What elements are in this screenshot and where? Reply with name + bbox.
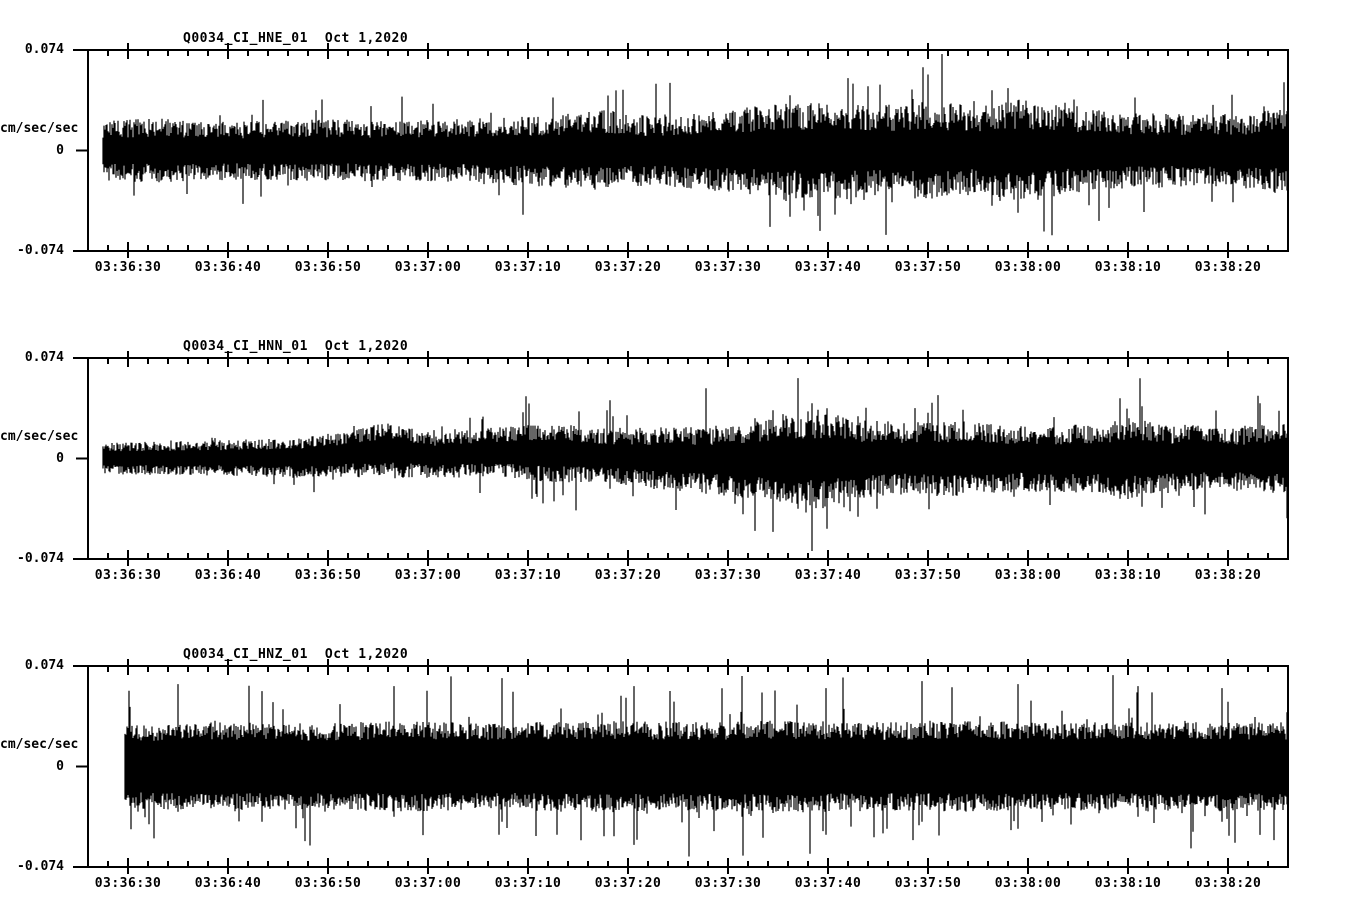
x-tick-label: 03:38:20 <box>1194 568 1262 583</box>
y-tick-label-zero: 0 <box>56 758 64 774</box>
x-tick-label: 03:38:10 <box>1094 568 1162 583</box>
x-tick-label: 03:37:50 <box>894 876 962 891</box>
x-tick-label: 03:37:10 <box>494 260 562 275</box>
x-tick-label: 03:37:10 <box>494 568 562 583</box>
date-label: Oct 1,2020 <box>324 339 409 354</box>
y-tick-label-max: 0.074 <box>24 658 64 673</box>
x-tick-label: 03:36:30 <box>94 876 162 891</box>
x-tick-label: 03:38:00 <box>994 876 1062 891</box>
waveform-canvas <box>73 43 1289 258</box>
x-tick-label: 03:37:10 <box>494 876 562 891</box>
y-tick-label-zero: 0 <box>56 450 64 466</box>
seismogram-plot-q0034_ci_hnz_01: Q0034_CI_HNZ_01 Oct 1,2020 0.074 cm/sec/sec… <box>0 647 1358 924</box>
x-tick-label: 03:37:50 <box>894 568 962 583</box>
station-channel-label: Q0034_CI_HNZ_01 <box>183 647 308 662</box>
x-tick-label: 03:37:40 <box>794 260 862 275</box>
x-tick-label: 03:37:50 <box>894 260 962 275</box>
seismogram-plot-q0034_ci_hnn_01: Q0034_CI_HNN_01 Oct 1,2020 0.074 cm/sec/sec… <box>0 339 1358 619</box>
time-axis-ticks <box>107 659 1269 874</box>
x-tick-label: 03:36:50 <box>294 260 362 275</box>
x-tick-label: 03:36:50 <box>294 876 362 891</box>
x-tick-label: 03:37:30 <box>694 260 762 275</box>
x-tick-label: 03:36:30 <box>94 260 162 275</box>
date-label: Oct 1,2020 <box>324 31 409 46</box>
x-tick-label: 03:37:20 <box>594 260 662 275</box>
x-tick-label: 03:37:00 <box>394 568 462 583</box>
seismogram-plot-q0034_ci_hne_01: Q0034_CI_HNE_01 Oct 1,2020 0.074 cm/sec/sec… <box>0 31 1358 311</box>
x-tick-label: 03:37:20 <box>594 876 662 891</box>
y-axis-units-label: cm/sec/sec <box>0 120 79 136</box>
x-tick-label: 03:37:40 <box>794 876 862 891</box>
x-tick-label: 03:36:40 <box>194 260 262 275</box>
plot-title: Q0034_CI_HNN_01 Oct 1,2020 <box>183 339 408 354</box>
waveform-trace <box>102 54 1289 236</box>
time-axis-ticks <box>107 351 1269 566</box>
plot-title: Q0034_CI_HNZ_01 Oct 1,2020 <box>183 647 408 662</box>
x-tick-label: 03:36:50 <box>294 568 362 583</box>
x-tick-label: 03:36:40 <box>194 568 262 583</box>
x-tick-label: 03:38:20 <box>1194 260 1262 275</box>
x-tick-label: 03:37:20 <box>594 568 662 583</box>
waveform-trace <box>124 675 1289 857</box>
y-tick-label-min: -0.074 <box>17 551 64 566</box>
x-tick-label: 03:37:30 <box>694 568 762 583</box>
y-axis-units-label: cm/sec/sec <box>0 428 79 444</box>
x-tick-label: 03:37:40 <box>794 568 862 583</box>
x-tick-label: 03:36:30 <box>94 568 162 583</box>
waveform-trace <box>102 378 1289 551</box>
amplitude-axis-ticks <box>73 665 88 868</box>
y-tick-label-zero: 0 <box>56 142 64 158</box>
y-tick-label-max: 0.074 <box>24 42 64 57</box>
x-tick-label: 03:38:10 <box>1094 260 1162 275</box>
y-tick-label-max: 0.074 <box>24 350 64 365</box>
y-tick-label-min: -0.074 <box>17 243 64 258</box>
time-axis-ticks <box>107 43 1269 258</box>
station-channel-label: Q0034_CI_HNN_01 <box>183 339 308 354</box>
x-tick-label: 03:37:00 <box>394 876 462 891</box>
y-tick-label-min: -0.074 <box>17 859 64 874</box>
x-tick-label: 03:36:40 <box>194 876 262 891</box>
waveform-canvas <box>73 659 1289 874</box>
amplitude-axis-ticks <box>73 49 88 252</box>
x-tick-label: 03:37:00 <box>394 260 462 275</box>
y-axis-units-label: cm/sec/sec <box>0 736 79 752</box>
x-tick-label: 03:38:20 <box>1194 876 1262 891</box>
x-tick-label: 03:38:00 <box>994 568 1062 583</box>
plot-title: Q0034_CI_HNE_01 Oct 1,2020 <box>183 31 408 46</box>
amplitude-axis-ticks <box>73 357 88 560</box>
x-tick-label: 03:38:10 <box>1094 876 1162 891</box>
x-tick-label: 03:38:00 <box>994 260 1062 275</box>
waveform-canvas <box>73 351 1289 566</box>
x-tick-label: 03:37:30 <box>694 876 762 891</box>
date-label: Oct 1,2020 <box>324 647 409 662</box>
station-channel-label: Q0034_CI_HNE_01 <box>183 31 308 46</box>
